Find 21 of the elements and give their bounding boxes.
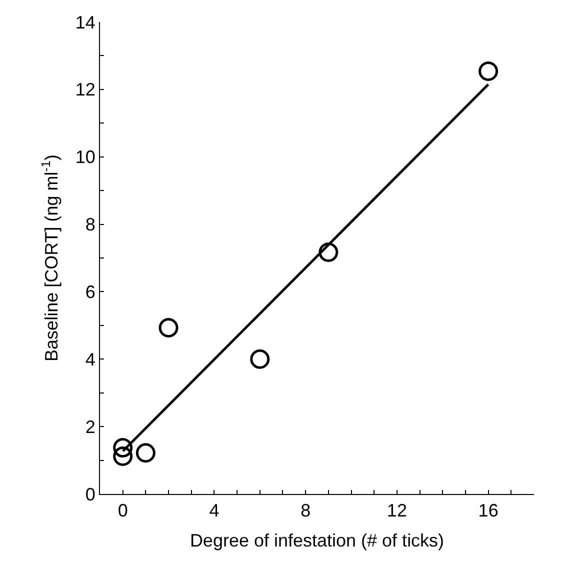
point bbox=[158, 318, 178, 338]
point bbox=[478, 61, 498, 81]
y-tick-label: 12 bbox=[75, 80, 96, 100]
y-tick-label: 0 bbox=[85, 484, 96, 504]
y-tick-label: 10 bbox=[75, 147, 96, 168]
y-tick-label: 8 bbox=[85, 214, 96, 235]
point bbox=[318, 242, 338, 262]
y-tick-label: 6 bbox=[85, 282, 96, 302]
y-tick-label: 4 bbox=[85, 349, 96, 370]
point bbox=[113, 446, 133, 466]
x-tick-label: 0 bbox=[118, 500, 128, 521]
point bbox=[113, 438, 133, 458]
point bbox=[250, 349, 270, 369]
point bbox=[136, 443, 156, 463]
y-tick-label: 2 bbox=[85, 416, 96, 437]
x-tick-label: 8 bbox=[300, 500, 311, 521]
x-tick-label: 16 bbox=[478, 500, 498, 521]
x-tick-label: 4 bbox=[209, 500, 220, 521]
y-tick-label: 14 bbox=[75, 12, 96, 32]
x-tick-label: 12 bbox=[386, 500, 407, 521]
x-axis-title: Degree of infestation (# of ticks) bbox=[190, 530, 444, 551]
